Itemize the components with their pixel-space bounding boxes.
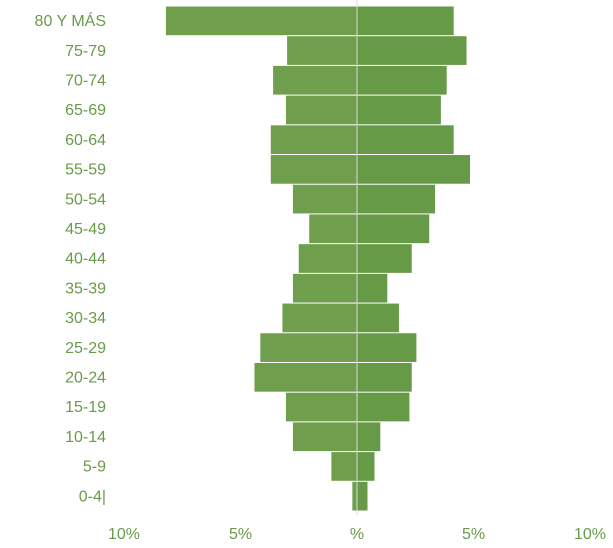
x-tick-label: 10%	[574, 526, 606, 543]
bar	[357, 452, 375, 481]
bar	[357, 244, 412, 273]
bar	[273, 65, 357, 95]
bar	[270, 125, 357, 155]
y-tick-label: 45-49	[65, 221, 106, 238]
bar	[357, 303, 399, 333]
bar	[260, 333, 357, 362]
bar	[357, 184, 436, 214]
bar	[285, 392, 357, 422]
bar	[357, 481, 368, 511]
bar	[292, 422, 357, 452]
y-tick-label: 65-69	[65, 102, 106, 119]
x-tick-label: %	[350, 526, 364, 543]
bar	[287, 36, 357, 65]
bar	[357, 155, 471, 184]
bar	[357, 36, 467, 65]
y-tick-label: 15-19	[65, 399, 106, 416]
bar	[357, 362, 412, 392]
y-tick-label: 55-59	[65, 162, 106, 179]
y-tick-label: 75-79	[65, 43, 106, 60]
x-tick-label: 5%	[462, 526, 485, 543]
bar	[357, 95, 441, 125]
bar	[357, 422, 381, 452]
bar	[331, 452, 357, 481]
y-tick-label: 80 Y MÁS	[35, 11, 106, 30]
y-tick-label: 70-74	[65, 72, 106, 89]
bar	[282, 303, 357, 333]
bar	[352, 481, 357, 511]
y-tick-label: 40-44	[65, 251, 106, 268]
bar	[292, 273, 357, 303]
x-tick-label: 10%	[108, 526, 140, 543]
bar	[357, 65, 447, 95]
bar	[357, 6, 454, 36]
y-tick-label: 60-64	[65, 132, 106, 149]
y-tick-label: 0-4|	[79, 488, 106, 505]
bar	[254, 362, 357, 392]
bar	[270, 155, 357, 184]
bar	[357, 273, 388, 303]
bar	[165, 6, 357, 36]
y-tick-label: 25-29	[65, 340, 106, 357]
bar	[357, 214, 430, 244]
y-tick-label: 5-9	[83, 459, 106, 476]
bar	[357, 333, 417, 362]
y-tick-label: 30-34	[65, 310, 106, 327]
bar	[357, 392, 410, 422]
y-tick-label: 20-24	[65, 370, 106, 387]
bar	[292, 184, 357, 214]
y-tick-label: 50-54	[65, 191, 106, 208]
bar	[285, 95, 357, 125]
y-tick-label: 10-14	[65, 429, 106, 446]
bar	[309, 214, 357, 244]
y-tick-label: 35-39	[65, 280, 106, 297]
x-tick-label: 5%	[229, 526, 252, 543]
bar	[298, 244, 357, 273]
bar	[357, 125, 454, 155]
